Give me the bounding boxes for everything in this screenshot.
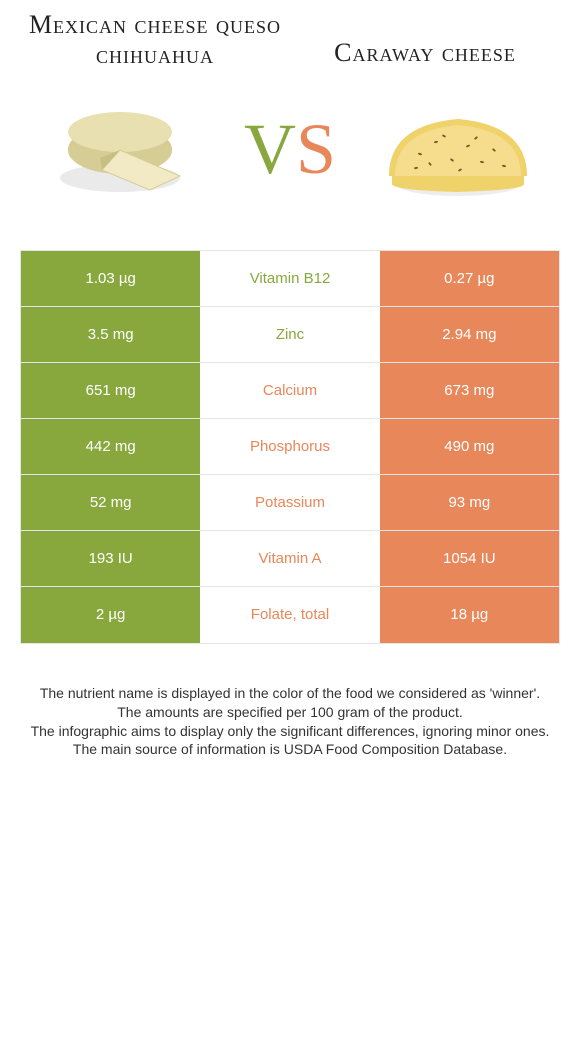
right-image-cell bbox=[350, 90, 550, 210]
table-row: 52 mgPotassium93 mg bbox=[21, 475, 559, 531]
queso-chihuahua-icon bbox=[50, 90, 210, 210]
right-title-col: Caraway cheese bbox=[290, 10, 560, 68]
vs-label: VS bbox=[230, 108, 350, 191]
nutrient-name: Potassium bbox=[200, 475, 379, 530]
right-value: 18 µg bbox=[380, 587, 559, 643]
right-value: 673 mg bbox=[380, 363, 559, 418]
footer-line: The main source of information is USDA F… bbox=[26, 740, 554, 759]
nutrient-name: Vitamin B12 bbox=[200, 251, 379, 306]
table-row: 1.03 µgVitamin B120.27 µg bbox=[21, 251, 559, 307]
left-value: 52 mg bbox=[21, 475, 200, 530]
right-value: 1054 IU bbox=[380, 531, 559, 586]
vs-v: V bbox=[244, 108, 296, 191]
table-row: 3.5 mgZinc2.94 mg bbox=[21, 307, 559, 363]
nutrient-name: Phosphorus bbox=[200, 419, 379, 474]
table-row: 442 mgPhosphorus490 mg bbox=[21, 419, 559, 475]
table-row: 651 mgCalcium673 mg bbox=[21, 363, 559, 419]
left-value: 1.03 µg bbox=[21, 251, 200, 306]
caraway-cheese-icon bbox=[370, 90, 530, 210]
left-value: 3.5 mg bbox=[21, 307, 200, 362]
left-title-col: Mexican cheese queso chihuahua bbox=[20, 10, 290, 70]
right-value: 0.27 µg bbox=[380, 251, 559, 306]
header: Mexican cheese queso chihuahua Caraway c… bbox=[0, 0, 580, 70]
right-value: 93 mg bbox=[380, 475, 559, 530]
right-title: Caraway cheese bbox=[290, 38, 560, 68]
right-value: 2.94 mg bbox=[380, 307, 559, 362]
nutrient-name: Calcium bbox=[200, 363, 379, 418]
vs-s: S bbox=[296, 108, 336, 191]
footer-line: The nutrient name is displayed in the co… bbox=[26, 684, 554, 703]
right-value: 490 mg bbox=[380, 419, 559, 474]
nutrient-name: Zinc bbox=[200, 307, 379, 362]
footer-line: The infographic aims to display only the… bbox=[26, 722, 554, 741]
table-row: 193 IUVitamin A1054 IU bbox=[21, 531, 559, 587]
left-value: 193 IU bbox=[21, 531, 200, 586]
left-image-cell bbox=[30, 90, 230, 210]
footer-line: The amounts are specified per 100 gram o… bbox=[26, 703, 554, 722]
images-row: VS bbox=[0, 70, 580, 250]
nutrient-table: 1.03 µgVitamin B120.27 µg3.5 mgZinc2.94 … bbox=[20, 250, 560, 644]
left-title: Mexican cheese queso chihuahua bbox=[20, 10, 290, 70]
nutrient-name: Folate, total bbox=[200, 587, 379, 643]
left-value: 442 mg bbox=[21, 419, 200, 474]
footer-notes: The nutrient name is displayed in the co… bbox=[0, 644, 580, 760]
left-value: 651 mg bbox=[21, 363, 200, 418]
left-value: 2 µg bbox=[21, 587, 200, 643]
nutrient-name: Vitamin A bbox=[200, 531, 379, 586]
table-row: 2 µgFolate, total18 µg bbox=[21, 587, 559, 643]
